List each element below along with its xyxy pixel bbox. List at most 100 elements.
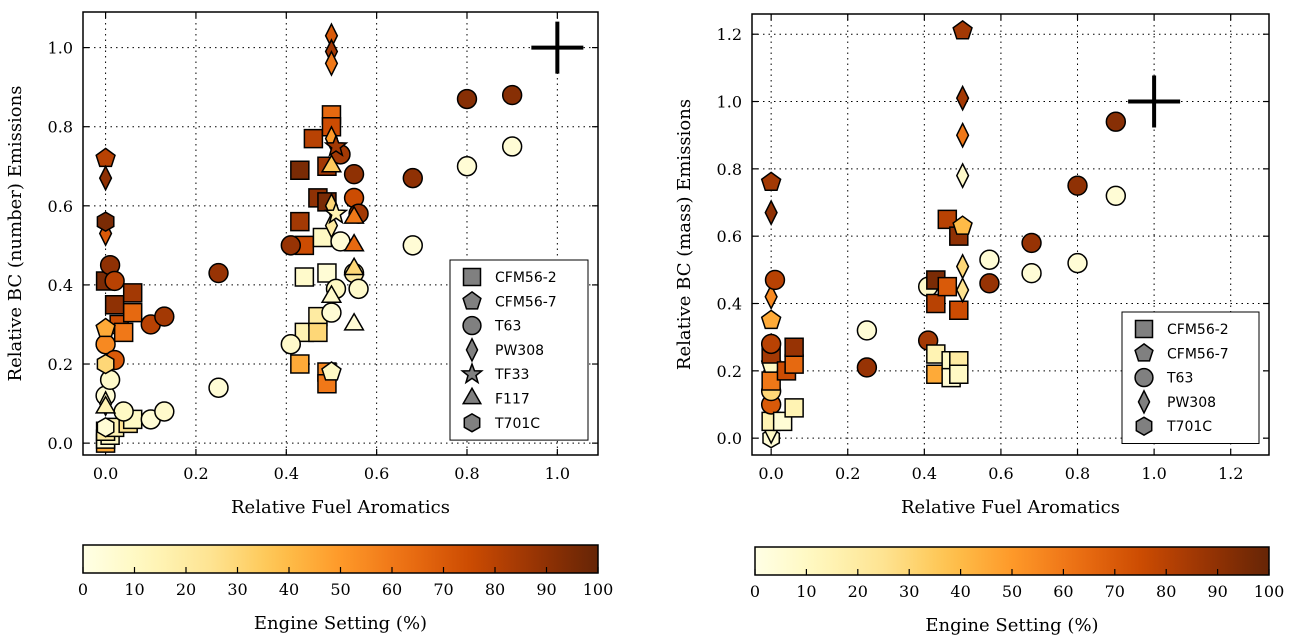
- y-tick-label: 0.8: [48, 118, 73, 137]
- data-point-circle: [1105, 111, 1127, 132]
- data-point-square: [308, 322, 328, 343]
- legend-marker-circle: [462, 315, 482, 336]
- x-tick-label: 1.0: [1141, 464, 1166, 483]
- colorbar-tick-label: 60: [1053, 582, 1073, 601]
- colorbar-tick-label: 40: [950, 582, 970, 601]
- legend-marker-hexagon: [463, 413, 481, 433]
- data-point-diamond: [955, 276, 970, 304]
- data-point-circle: [208, 262, 229, 284]
- data-point-hexagon: [96, 417, 115, 438]
- x-tick-label: 0.8: [454, 464, 479, 483]
- y-tick-label: 0.8: [717, 160, 742, 179]
- data-point-diamond: [98, 164, 113, 192]
- legend-marker-square: [1134, 319, 1154, 339]
- data-point-circle: [321, 302, 342, 323]
- grid-lines: [752, 14, 1269, 455]
- legend-label: TF33: [494, 367, 529, 383]
- data-point-star: [323, 133, 349, 157]
- data-point-circle: [104, 270, 125, 292]
- data-point-square: [784, 354, 804, 374]
- data-point-circle: [1067, 175, 1088, 196]
- data-point-pentagon: [95, 147, 116, 168]
- legend-label: T701C: [494, 416, 540, 432]
- data-point-square: [303, 128, 324, 149]
- legend-label: T63: [494, 319, 521, 335]
- data-point-pentagon: [952, 215, 973, 235]
- data-point-circle: [402, 235, 423, 256]
- colorbar-tick-label: 40: [279, 580, 299, 599]
- x-tick-label: 0.0: [758, 464, 783, 483]
- y-tick-label: 0.4: [48, 276, 73, 295]
- data-point-square: [113, 322, 134, 343]
- y-tick-label: 0.0: [48, 434, 73, 453]
- data-point-circle: [402, 167, 423, 189]
- data-point-circle: [99, 369, 121, 391]
- data-point-triangle: [320, 153, 343, 173]
- data-point-square: [122, 302, 143, 323]
- data-point-square: [949, 300, 969, 320]
- colorbar-tick-label: 70: [1105, 582, 1125, 601]
- scatter-chart-mass: 0.0 0.2 0.4 0.6 0.8 1.0 1.2 0.0 0.2 0.4 0.6 0.8 1.0 1…: [674, 13, 1284, 635]
- colorbar-label: Engine Setting (%): [254, 613, 427, 634]
- data-point-pentagon: [952, 19, 973, 40]
- data-point-circle: [979, 273, 1000, 294]
- data-point-pentagon: [95, 317, 116, 338]
- data-point-square: [784, 337, 804, 358]
- data-point-square: [290, 211, 310, 232]
- y-tick-label: 0.0: [717, 429, 742, 448]
- data-point-triangle: [343, 256, 365, 276]
- y-tick-label: 0.2: [48, 355, 73, 374]
- y-tick-label: 1.2: [717, 25, 742, 44]
- data-point-square: [937, 276, 958, 297]
- y-tick-label: 1.0: [48, 39, 73, 58]
- data-point-square: [312, 227, 333, 248]
- y-tick-label: 0.6: [717, 227, 742, 246]
- colorbar-tick-label: 30: [899, 582, 919, 601]
- legend-label: PW308: [495, 343, 544, 359]
- data-points: [760, 19, 1127, 449]
- colorbar-tick-label: 50: [1002, 582, 1022, 601]
- colorbar-tick-label: 80: [485, 580, 505, 599]
- data-point-triangle: [94, 395, 117, 414]
- legend-label: CFM56-7: [1167, 346, 1229, 362]
- x-tick-label: 1.2: [1218, 464, 1243, 483]
- data-point-circle: [113, 401, 134, 422]
- legend-marker-star: [460, 361, 484, 385]
- data-point-pentagon: [760, 309, 782, 330]
- legend-marker-diamond: [465, 337, 479, 363]
- legend: CFM56-2 CFM56-7 T63 PW308 TF33 F117 T701C: [449, 259, 589, 441]
- data-point-diamond: [324, 50, 339, 77]
- data-point-diamond: [764, 199, 778, 226]
- data-point-diamond: [955, 121, 970, 149]
- legend: CFM56-2 CFM56-7 T63 PW308 T701C: [1121, 311, 1260, 444]
- y-tick-label: 0.2: [717, 362, 742, 381]
- data-point-triangle: [343, 312, 365, 331]
- x-tick-label: 0.2: [835, 464, 860, 483]
- data-point-triangle: [343, 205, 365, 224]
- data-point-circle: [456, 156, 478, 177]
- x-tick-label: 0.8: [1065, 464, 1090, 483]
- data-point-circle: [456, 88, 478, 110]
- data-point-square: [949, 364, 969, 384]
- data-point-diamond: [324, 212, 339, 239]
- x-tick-label: 0.4: [274, 464, 299, 483]
- colorbar-tick-label: 100: [583, 580, 614, 599]
- data-point-circle: [760, 333, 782, 355]
- data-point-circle: [979, 249, 1000, 270]
- chart-panel-number: 0.0 0.2 0.4 0.6 0.8 1.0 0.0 0.2 0.4 0.6 0.8 1.0 Rela…: [5, 11, 614, 634]
- colorbar-tick-label: 30: [227, 580, 247, 599]
- data-point-pentagon: [321, 361, 342, 381]
- colorbar-tick-label: 20: [848, 582, 868, 601]
- legend-marker-circle: [1134, 367, 1154, 388]
- plot-frame: [82, 11, 599, 456]
- colorbar-tick-label: 50: [330, 580, 350, 599]
- x-tick-label: 0.6: [988, 464, 1013, 483]
- legend-marker-hexagon: [1135, 416, 1153, 436]
- data-point-square: [290, 354, 310, 374]
- data-point-circle: [343, 163, 365, 185]
- x-tick-label: 0.4: [912, 464, 937, 483]
- data-point-circle: [501, 136, 523, 157]
- legend-label: CFM56-2: [495, 270, 557, 286]
- data-point-diamond: [955, 84, 970, 112]
- data-point-diamond: [955, 253, 970, 280]
